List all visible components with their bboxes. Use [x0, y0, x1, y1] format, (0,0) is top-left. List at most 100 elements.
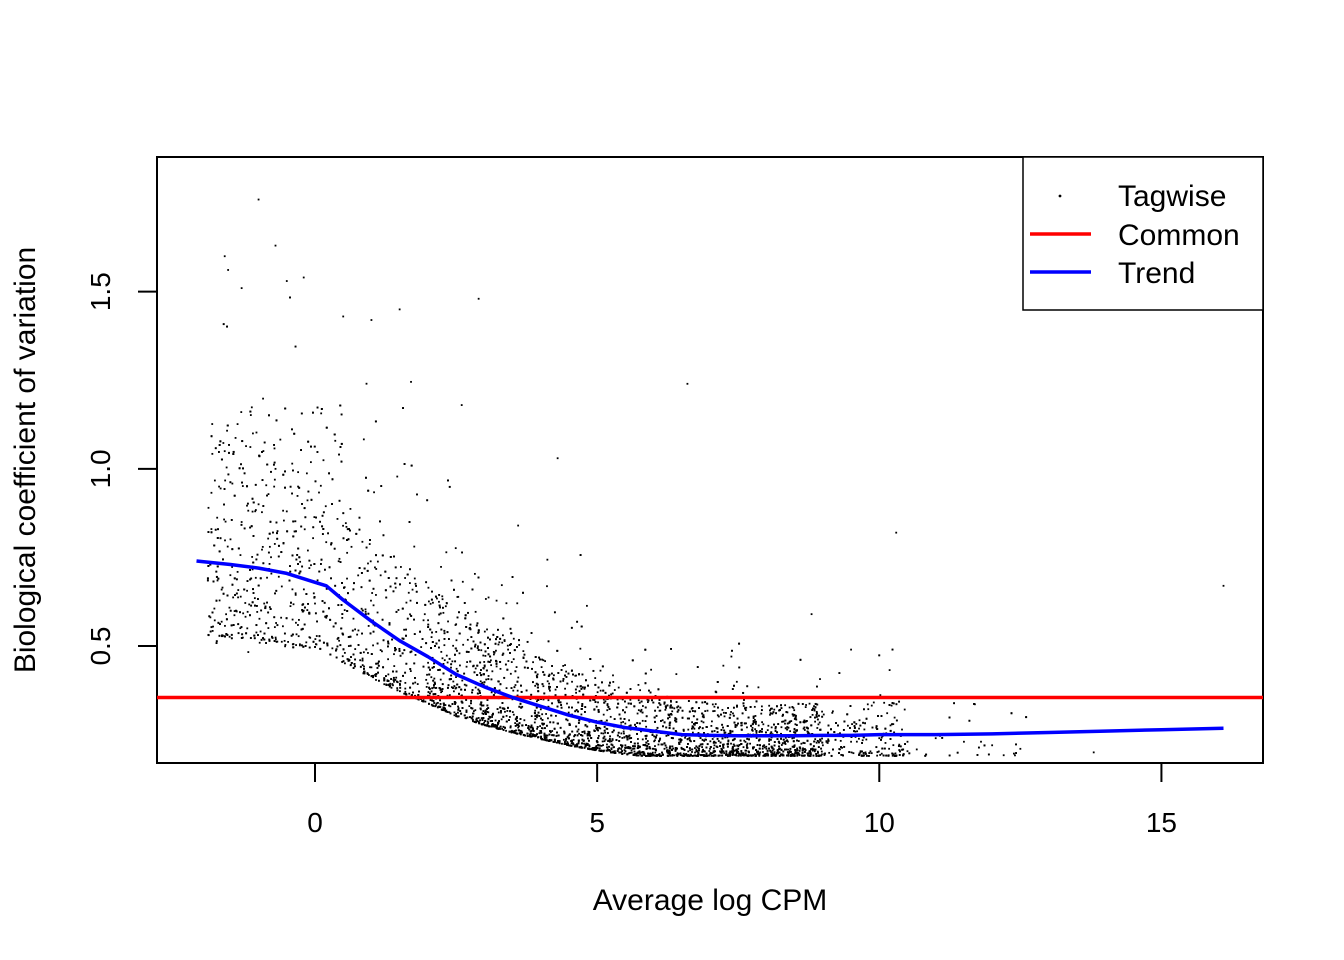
tagwise-point	[670, 700, 672, 703]
tagwise-point	[678, 738, 681, 741]
tagwise-point	[850, 751, 853, 754]
tagwise-point	[540, 727, 543, 729]
tagwise-point	[439, 678, 442, 681]
tagwise-point	[633, 754, 636, 757]
tagwise-point	[354, 648, 357, 650]
tagwise-point	[540, 735, 542, 738]
tagwise-point	[562, 664, 565, 667]
tagwise-point	[463, 602, 466, 604]
tagwise-point	[737, 750, 740, 753]
tagwise-point	[540, 731, 543, 734]
tagwise-point	[352, 617, 355, 620]
tagwise-point	[388, 623, 391, 626]
tagwise-point	[487, 722, 490, 724]
tagwise-point	[630, 737, 633, 739]
tagwise-point	[664, 744, 667, 747]
tagwise-point	[731, 649, 733, 652]
tagwise-point	[233, 614, 236, 617]
tagwise-point	[662, 725, 664, 728]
tagwise-point	[337, 560, 340, 563]
tagwise-point	[454, 660, 457, 663]
tagwise-point	[367, 625, 370, 627]
tagwise-point	[507, 648, 509, 651]
tagwise-point	[270, 556, 272, 559]
tagwise-point	[716, 731, 719, 733]
tagwise-point	[551, 665, 553, 667]
tagwise-point	[806, 752, 809, 755]
tagwise-point	[793, 728, 796, 731]
tagwise-point	[511, 729, 513, 732]
tagwise-point	[738, 666, 741, 669]
tagwise-point	[600, 744, 603, 747]
tagwise-point	[457, 705, 459, 708]
tagwise-point	[786, 754, 788, 757]
tagwise-point	[736, 705, 738, 708]
tagwise-point	[608, 737, 611, 740]
tagwise-point	[243, 472, 246, 475]
tagwise-point	[621, 698, 624, 701]
tagwise-point	[1014, 754, 1016, 757]
tagwise-point	[613, 718, 616, 720]
tagwise-point	[889, 738, 892, 740]
tagwise-point	[475, 718, 478, 721]
tagwise-point	[704, 710, 707, 713]
tagwise-point	[341, 616, 344, 619]
tagwise-point	[876, 751, 879, 754]
tagwise-point	[562, 738, 565, 741]
tagwise-point	[791, 754, 793, 757]
tagwise-point	[812, 745, 815, 748]
tagwise-point	[482, 710, 485, 713]
tagwise-point	[548, 687, 551, 690]
tagwise-point	[319, 484, 322, 487]
tagwise-point	[880, 715, 883, 717]
tagwise-point	[746, 726, 748, 729]
tagwise-point	[413, 577, 416, 580]
tagwise-point	[651, 751, 654, 754]
tagwise-point	[303, 623, 306, 626]
tagwise-point	[427, 691, 430, 694]
tagwise-point	[233, 610, 236, 612]
tagwise-point	[446, 661, 449, 664]
tagwise-point	[772, 748, 775, 751]
tagwise-point	[696, 666, 699, 668]
tagwise-point	[483, 664, 486, 667]
tagwise-point	[575, 691, 577, 694]
tagwise-point	[816, 703, 819, 706]
tagwise-point	[675, 731, 678, 733]
tagwise-point	[354, 658, 357, 661]
tagwise-point	[724, 736, 727, 739]
tagwise-point	[783, 741, 786, 743]
tagwise-point	[720, 728, 723, 731]
tagwise-point	[542, 698, 545, 701]
tagwise-point	[350, 656, 352, 658]
tagwise-point	[572, 743, 575, 746]
tagwise-point	[694, 747, 696, 749]
tagwise-point	[789, 747, 792, 750]
tagwise-point	[653, 735, 656, 738]
tagwise-point	[743, 739, 746, 742]
tagwise-point	[503, 639, 506, 642]
tagwise-point	[545, 713, 547, 715]
tagwise-point	[512, 658, 515, 661]
tagwise-point	[310, 564, 312, 567]
tagwise-point	[505, 714, 508, 717]
tagwise-point	[604, 700, 607, 703]
tagwise-point	[435, 686, 438, 689]
tagwise-point	[387, 658, 389, 661]
tagwise-point	[430, 676, 433, 679]
tagwise-point	[227, 269, 230, 271]
tagwise-point	[219, 537, 222, 540]
tagwise-point	[875, 726, 878, 729]
tagwise-point	[803, 742, 806, 745]
tagwise-point	[352, 653, 355, 656]
tagwise-point	[273, 478, 276, 481]
tagwise-point	[261, 511, 263, 514]
tagwise-point	[795, 724, 798, 727]
tagwise-point	[691, 721, 693, 724]
tagwise-point	[552, 677, 555, 680]
tagwise-point	[773, 741, 776, 743]
tagwise-point	[538, 715, 541, 717]
tagwise-point	[325, 587, 328, 590]
tagwise-point	[425, 685, 428, 688]
tagwise-point	[815, 741, 818, 744]
